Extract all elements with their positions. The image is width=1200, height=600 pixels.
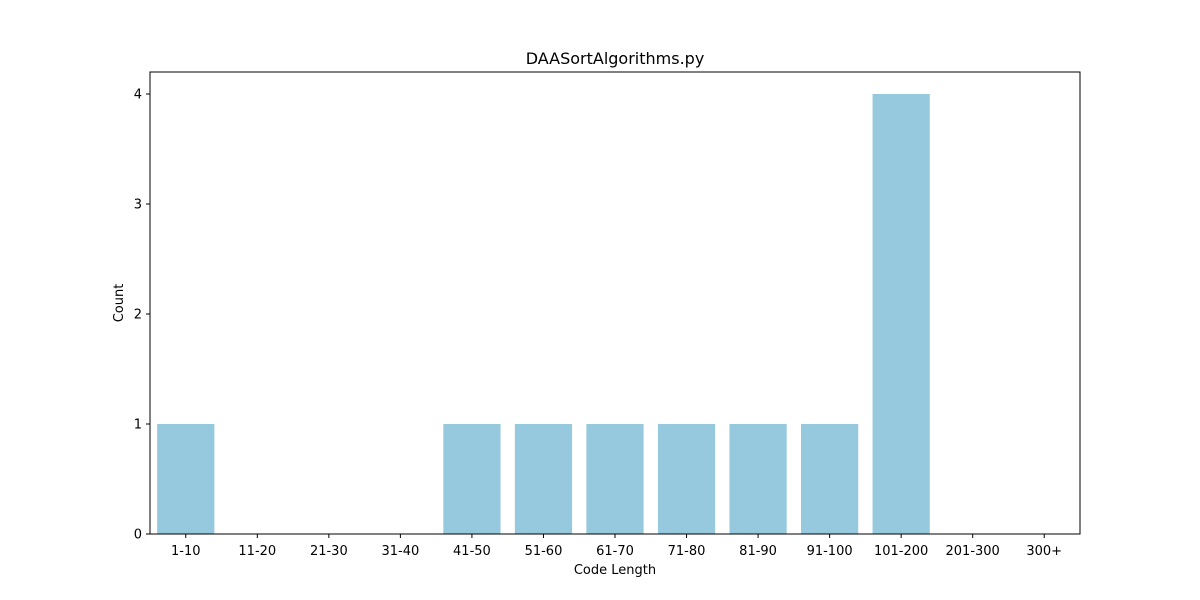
y-tick-label: 1 xyxy=(134,418,142,433)
x-tick-label: 61-70 xyxy=(596,544,634,559)
x-tick-label: 11-20 xyxy=(238,544,276,559)
x-tick-label: 81-90 xyxy=(739,544,777,559)
bar-71-80 xyxy=(657,424,716,534)
y-tick-label: 0 xyxy=(134,528,142,543)
x-axis-label: Code Length xyxy=(574,563,656,578)
x-tick-label: 300+ xyxy=(1026,544,1062,559)
bar-51-60 xyxy=(514,424,573,534)
bar-61-70 xyxy=(586,424,644,534)
x-tick-label: 71-80 xyxy=(668,544,706,559)
x-tick-label: 101-200 xyxy=(874,544,928,559)
y-axis: 0 1 2 3 4 xyxy=(134,88,150,543)
bar-91-100 xyxy=(801,424,859,534)
y-axis-label: Count xyxy=(112,284,127,323)
bars-group xyxy=(157,94,930,534)
y-tick-label: 4 xyxy=(134,88,142,103)
bar-81-90 xyxy=(729,424,787,534)
x-tick-label: 41-50 xyxy=(453,544,491,559)
x-tick-label: 201-300 xyxy=(946,544,1000,559)
bar-41-50 xyxy=(443,424,501,534)
x-tick-label: 21-30 xyxy=(310,544,348,559)
x-axis: 1-10 11-20 21-30 31-40 41-50 51-60 61-70 71-80 8… xyxy=(171,534,1062,559)
y-tick-label: 2 xyxy=(134,308,142,323)
chart-title: DAASortAlgorithms.py xyxy=(526,49,705,68)
x-tick-label: 51-60 xyxy=(525,544,563,559)
bar-1-10 xyxy=(157,424,215,534)
x-tick-label: 31-40 xyxy=(381,544,419,559)
bar-101-200 xyxy=(872,94,930,534)
y-tick-label: 3 xyxy=(134,198,142,213)
x-tick-label: 91-100 xyxy=(807,544,853,559)
x-tick-label: 1-10 xyxy=(171,544,201,559)
